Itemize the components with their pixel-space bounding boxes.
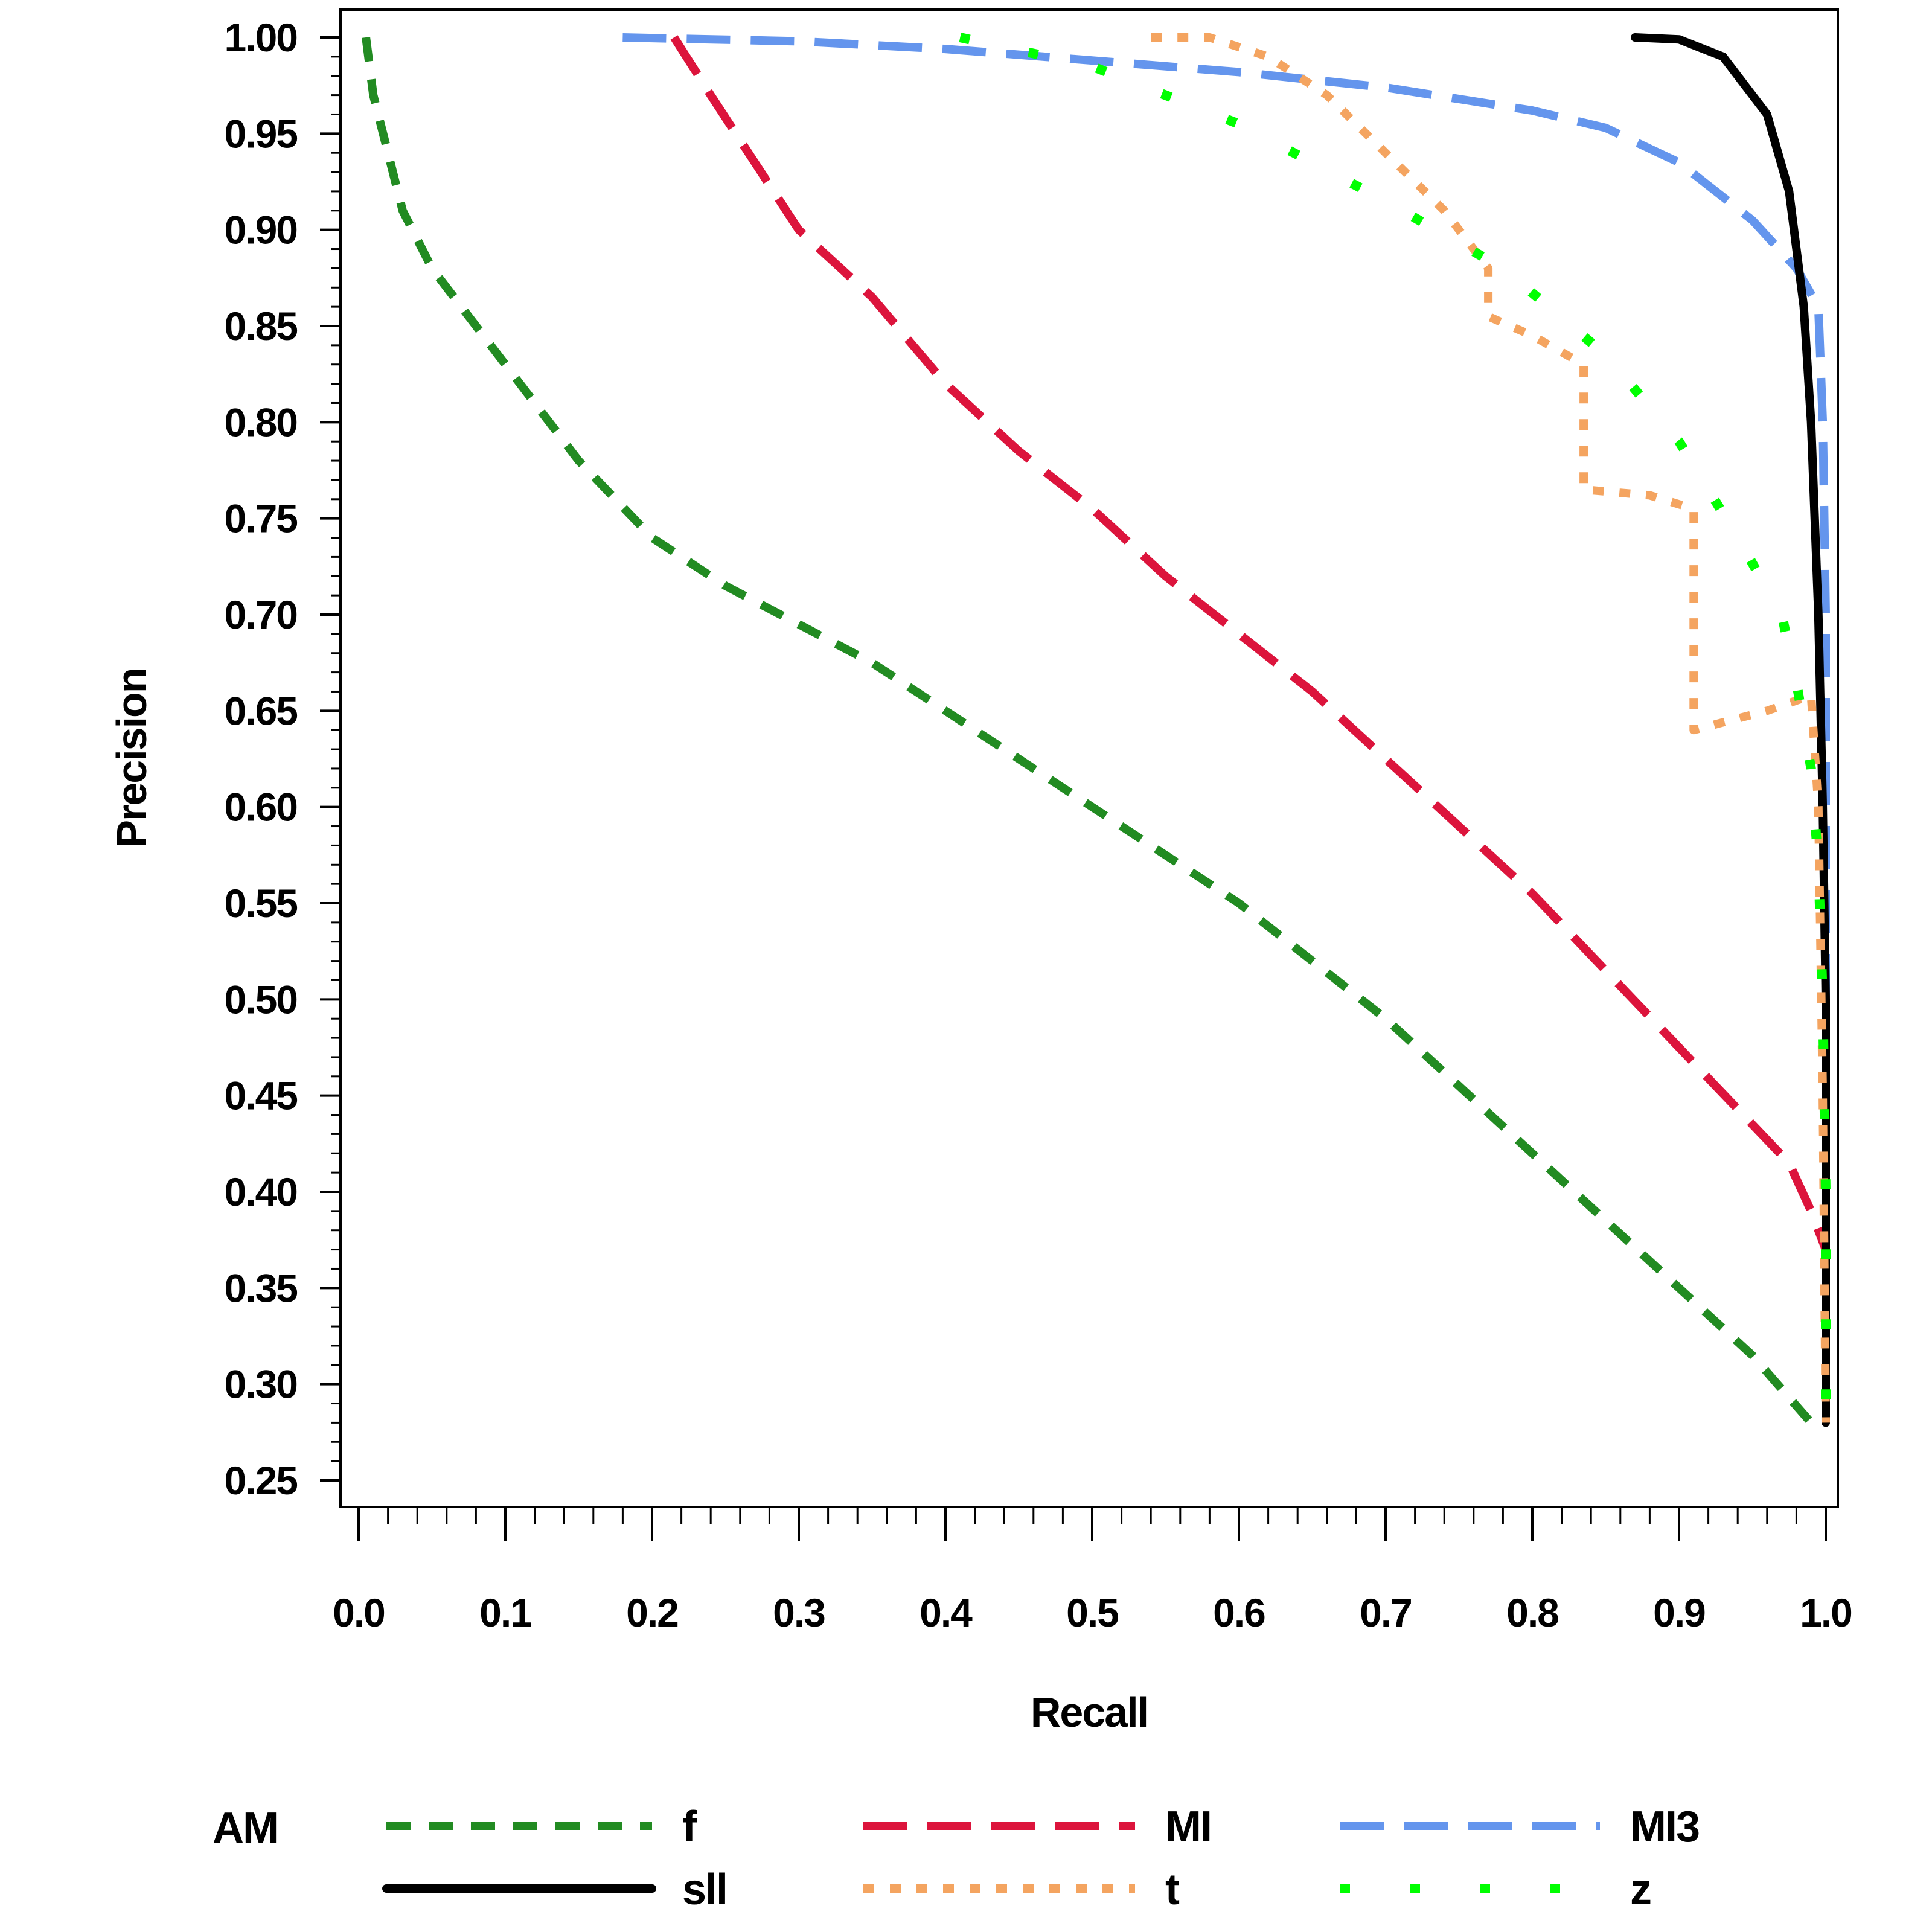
legend-label-t: t — [1165, 1866, 1180, 1914]
series-line-t — [1151, 33, 1830, 1423]
x-tick-label: 0.6 — [1213, 1590, 1265, 1635]
legend-label-MI: MI — [1165, 1803, 1211, 1851]
y-tick-label: 0.40 — [225, 1169, 297, 1214]
legend-item-MI: MI — [863, 1803, 1212, 1851]
y-tick-label: 0.55 — [225, 881, 298, 926]
x-tick-label: 0.8 — [1506, 1590, 1558, 1635]
legend-item-t: t — [863, 1866, 1181, 1914]
legend-label-sll: sll — [682, 1866, 727, 1914]
x-tick-label: 0.0 — [333, 1590, 385, 1635]
x-tick-label: 1.0 — [1800, 1590, 1852, 1635]
series-line-z — [959, 33, 1831, 1404]
y-tick-label: 0.80 — [225, 400, 297, 444]
x-tick-label: 0.7 — [1360, 1590, 1412, 1635]
legend-items: f MI MI3 sll t z — [382, 1803, 1700, 1914]
plot-frame — [339, 8, 1839, 1508]
legend-title: AM — [213, 1804, 278, 1852]
x-tick-label: 0.3 — [773, 1590, 825, 1635]
series-line-sll — [1631, 33, 1830, 1427]
x-tick-label: 0.9 — [1653, 1590, 1705, 1635]
y-tick-label: 0.95 — [225, 111, 298, 156]
series-line-MI — [670, 35, 1830, 1252]
y-tick-label: 0.45 — [225, 1073, 298, 1118]
legend-item-f: f — [386, 1803, 699, 1851]
x-tick-label: 0.4 — [920, 1590, 973, 1635]
series-line-f — [362, 37, 1814, 1425]
y-tick-label: 0.50 — [225, 977, 297, 1022]
y-tick-label: 0.90 — [225, 208, 297, 252]
legend: AM f MI MI3 sll t z — [213, 1803, 1700, 1914]
y-tick-label: 0.65 — [225, 688, 298, 733]
y-tick-label: 0.70 — [225, 592, 297, 637]
series-line-MI3 — [622, 33, 1830, 1423]
series-layer — [362, 33, 1831, 1427]
y-tick-label: 0.60 — [225, 785, 297, 830]
legend-label-f: f — [682, 1803, 697, 1851]
legend-item-z: z — [1340, 1866, 1652, 1914]
legend-item-sll: sll — [382, 1866, 728, 1914]
legend-label-MI3: MI3 — [1630, 1803, 1699, 1851]
y-tick-label: 0.75 — [225, 496, 298, 541]
y-tick-label: 1.00 — [225, 15, 297, 60]
y-tick-label: 0.35 — [225, 1265, 298, 1310]
y-tick-label: 0.85 — [225, 304, 298, 348]
x-tick-label: 0.1 — [479, 1590, 531, 1635]
legend-label-z: z — [1630, 1866, 1651, 1914]
y-tick-label: 0.30 — [225, 1362, 297, 1407]
axes-layer: 1.00 0.95 0.90 0.85 0.80 0.75 0.70 0.65 0.60 0.55… — [225, 15, 1853, 1635]
x-axis-title: Recall — [1031, 1689, 1148, 1736]
x-tick-label: 0.5 — [1066, 1590, 1118, 1635]
y-tick-label: 0.25 — [225, 1458, 298, 1503]
legend-item-MI3: MI3 — [1340, 1803, 1700, 1851]
y-axis-title: Precision — [108, 668, 155, 848]
x-tick-label: 0.2 — [626, 1590, 678, 1635]
